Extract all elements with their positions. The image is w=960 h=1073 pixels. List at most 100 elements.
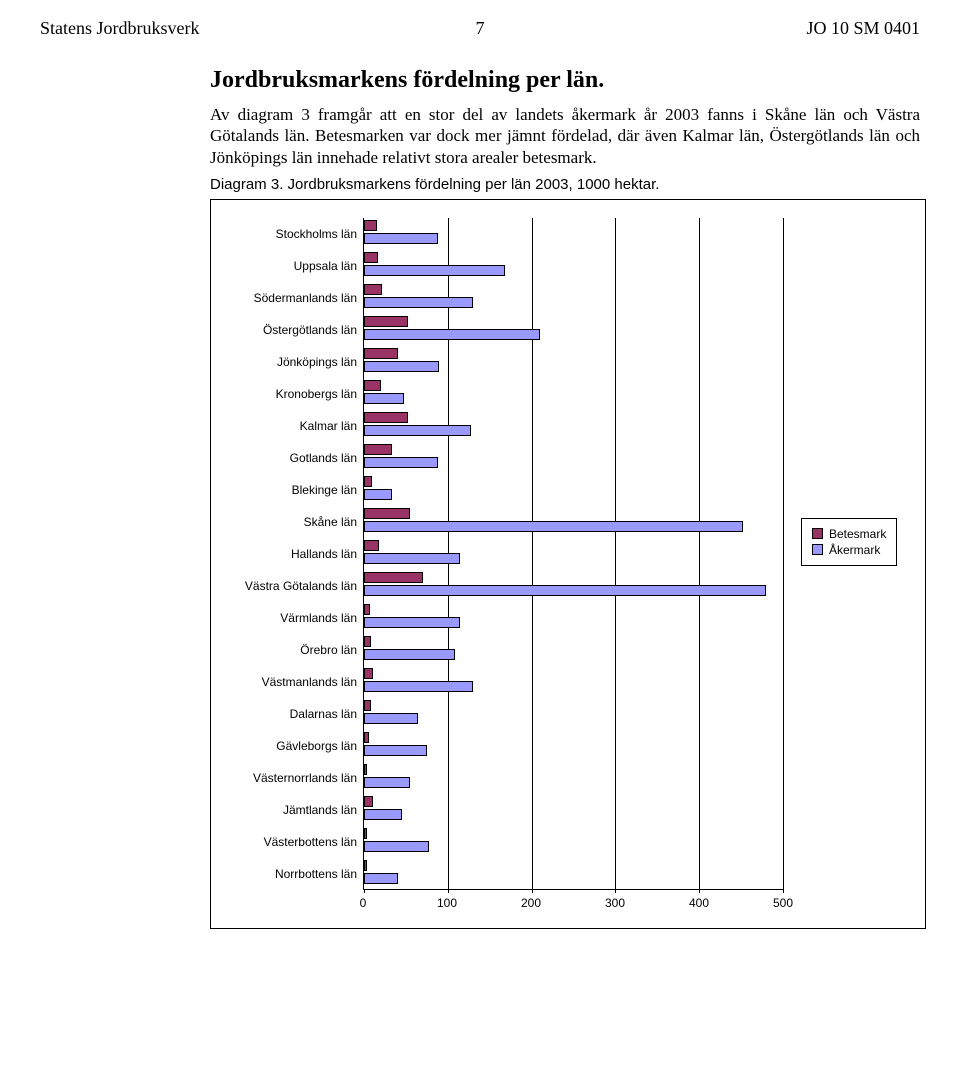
bar-row	[364, 474, 783, 506]
section-paragraph: Av diagram 3 framgår att en stor del av …	[210, 104, 920, 168]
bar-row	[364, 314, 783, 346]
bar-row	[364, 538, 783, 570]
bar-akermark	[364, 649, 455, 660]
legend-label-akermark: Åkermark	[829, 543, 880, 557]
bar-betesmark	[364, 860, 367, 871]
bar-row	[364, 378, 783, 410]
x-axis: 0100200300400500	[363, 892, 783, 918]
category-label: Dalarnas län	[221, 698, 357, 730]
bar-akermark	[364, 489, 392, 500]
legend-swatch-betesmark	[812, 528, 823, 539]
category-label: Södermanlands län	[221, 282, 357, 314]
category-label: Västernorrlands län	[221, 762, 357, 794]
bar-betesmark	[364, 572, 423, 583]
bar-betesmark	[364, 732, 369, 743]
bar-row	[364, 442, 783, 474]
bar-row	[364, 218, 783, 250]
bar-row	[364, 250, 783, 282]
category-label: Västra Götalands län	[221, 570, 357, 602]
category-label: Uppsala län	[221, 250, 357, 282]
bar-row	[364, 602, 783, 634]
category-label: Kalmar län	[221, 410, 357, 442]
bar-betesmark	[364, 604, 370, 615]
bar-row	[364, 346, 783, 378]
bar-row	[364, 698, 783, 730]
category-label: Stockholms län	[221, 218, 357, 250]
bar-akermark	[364, 873, 398, 884]
category-label: Hallands län	[221, 538, 357, 570]
bar-row	[364, 762, 783, 794]
bar-row	[364, 410, 783, 442]
bar-betesmark	[364, 796, 373, 807]
page-header: Statens Jordbruksverk 7 JO 10 SM 0401	[40, 18, 920, 39]
category-label: Blekinge län	[221, 474, 357, 506]
bar-betesmark	[364, 380, 381, 391]
bar-row	[364, 794, 783, 826]
bar-betesmark	[364, 508, 410, 519]
bar-betesmark	[364, 476, 372, 487]
section-title: Jordbruksmarkens fördelning per län.	[210, 67, 920, 94]
bar-betesmark	[364, 316, 408, 327]
category-label: Kronobergs län	[221, 378, 357, 410]
legend-item-akermark: Åkermark	[812, 543, 886, 557]
chart-frame: Stockholms länUppsala länSödermanlands l…	[210, 199, 926, 929]
chart-caption: Diagram 3. Jordbruksmarkens fördelning p…	[210, 176, 920, 193]
bar-akermark	[364, 553, 460, 564]
bar-row	[364, 634, 783, 666]
bar-akermark	[364, 265, 505, 276]
bar-akermark	[364, 585, 766, 596]
x-tick-label: 400	[689, 896, 709, 910]
bar-betesmark	[364, 220, 377, 231]
legend-item-betesmark: Betesmark	[812, 527, 886, 541]
x-tick-label: 0	[360, 896, 367, 910]
header-left: Statens Jordbruksverk	[40, 18, 333, 39]
bar-akermark	[364, 297, 473, 308]
bar-akermark	[364, 809, 402, 820]
bar-akermark	[364, 681, 473, 692]
chart-body: Stockholms länUppsala länSödermanlands l…	[221, 218, 915, 918]
bar-akermark	[364, 361, 439, 372]
bar-betesmark	[364, 668, 373, 679]
category-label: Jämtlands län	[221, 794, 357, 826]
bar-row	[364, 858, 783, 890]
header-page-number: 7	[333, 18, 626, 39]
content: Jordbruksmarkens fördelning per län. Av …	[210, 67, 920, 929]
x-tick-label: 300	[605, 896, 625, 910]
bar-betesmark	[364, 540, 379, 551]
legend-swatch-akermark	[812, 544, 823, 555]
x-tick-label: 200	[521, 896, 541, 910]
bar-betesmark	[364, 764, 367, 775]
bar-betesmark	[364, 412, 408, 423]
category-label: Gävleborgs län	[221, 730, 357, 762]
bar-akermark	[364, 233, 438, 244]
category-label: Västerbottens län	[221, 826, 357, 858]
category-label: Värmlands län	[221, 602, 357, 634]
bar-akermark	[364, 457, 438, 468]
bar-betesmark	[364, 284, 382, 295]
bar-akermark	[364, 617, 460, 628]
bar-row	[364, 506, 783, 538]
bar-akermark	[364, 713, 418, 724]
bar-akermark	[364, 425, 471, 436]
header-right: JO 10 SM 0401	[627, 18, 920, 39]
bar-row	[364, 666, 783, 698]
bar-akermark	[364, 777, 410, 788]
bar-betesmark	[364, 348, 398, 359]
category-label: Jönköpings län	[221, 346, 357, 378]
y-axis-labels: Stockholms länUppsala länSödermanlands l…	[221, 218, 363, 890]
category-label: Gotlands län	[221, 442, 357, 474]
bar-betesmark	[364, 252, 378, 263]
plot-area	[363, 218, 783, 890]
x-tick-label: 100	[437, 896, 457, 910]
bar-akermark	[364, 329, 540, 340]
bar-akermark	[364, 841, 429, 852]
bar-row	[364, 826, 783, 858]
page: Statens Jordbruksverk 7 JO 10 SM 0401 Jo…	[0, 0, 960, 959]
legend-label-betesmark: Betesmark	[829, 527, 886, 541]
grid-line	[783, 218, 784, 889]
bar-akermark	[364, 393, 404, 404]
bar-betesmark	[364, 828, 367, 839]
bar-betesmark	[364, 444, 392, 455]
bar-betesmark	[364, 636, 371, 647]
category-label: Västmanlands län	[221, 666, 357, 698]
